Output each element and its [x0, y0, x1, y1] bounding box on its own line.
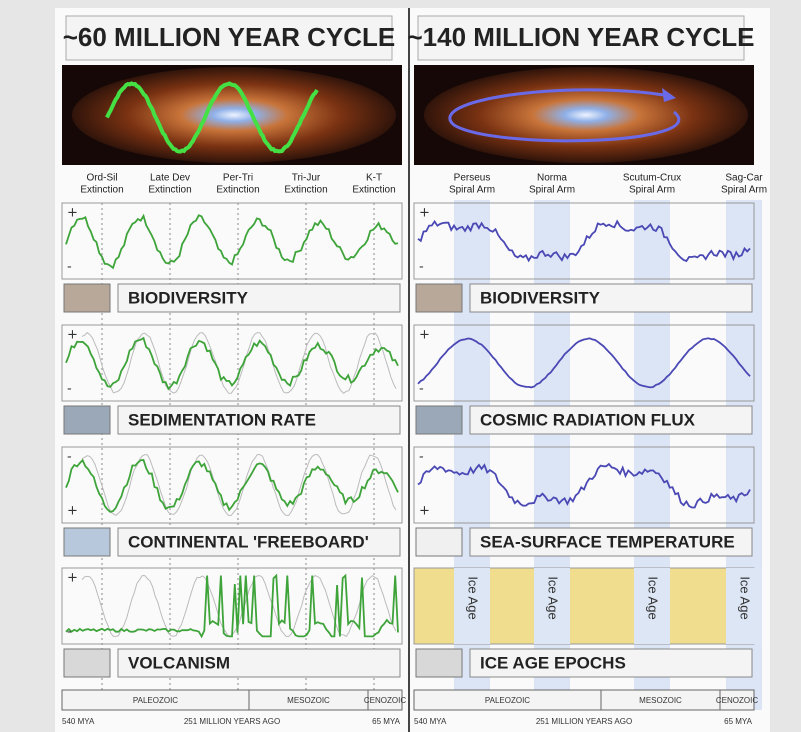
top-label: Tri-Jur	[292, 173, 321, 184]
top-label: Extinction	[352, 185, 395, 196]
icon	[64, 284, 110, 312]
top-label: Perseus	[454, 173, 491, 184]
sign: -	[67, 260, 72, 275]
icon	[64, 649, 110, 677]
top-label: Extinction	[148, 185, 191, 196]
sign: +	[67, 328, 78, 343]
time-label: 251 MILLION YEARS AGO	[184, 717, 280, 726]
icon	[64, 406, 110, 434]
panel-label: SEA-SURFACE TEMPERATURE	[480, 532, 735, 551]
era-bar	[62, 690, 402, 710]
sign: +	[419, 206, 430, 221]
ice-age-label: Ice Age	[466, 576, 481, 619]
era-bar	[414, 690, 754, 710]
top-label: Late Dev	[150, 173, 190, 184]
title: ~60 MILLION YEAR CYCLE	[63, 22, 396, 52]
sign: -	[419, 450, 424, 465]
era-label: CENOZOIC	[364, 696, 406, 705]
ice-age-label: Ice Age	[546, 576, 561, 619]
time-label: 251 MILLION YEARS AGO	[536, 717, 632, 726]
top-label: Spiral Arm	[449, 185, 495, 196]
page: {"columns": [ {"title": "~60 MILLION YEA…	[0, 0, 801, 732]
time-label: 540 MYA	[414, 717, 447, 726]
icon	[416, 284, 462, 312]
sign: -	[67, 450, 72, 465]
infographic: ~60 MILLION YEAR CYCLEOrd-SilExtinctionL…	[0, 0, 801, 732]
sign: -	[419, 260, 424, 275]
title: ~140 MILLION YEAR CYCLE	[408, 22, 755, 52]
era-label: PALEOZOIC	[133, 696, 178, 705]
icon	[416, 406, 462, 434]
panel-label: SEDIMENTATION RATE	[128, 410, 316, 429]
panel-label: VOLCANISM	[128, 653, 230, 672]
sign: +	[67, 571, 78, 586]
sign: +	[419, 504, 430, 519]
sign: +	[67, 504, 78, 519]
icon	[416, 649, 462, 677]
panel-label: ICE AGE EPOCHS	[480, 653, 626, 672]
sign: -	[67, 382, 72, 397]
top-label: Spiral Arm	[529, 185, 575, 196]
ice-age-label: Ice Age	[738, 576, 753, 619]
sign: -	[67, 625, 72, 640]
top-label: Norma	[537, 173, 567, 184]
panel-label: COSMIC RADIATION FLUX	[480, 410, 696, 429]
top-label: Per-Tri	[223, 173, 253, 184]
panel-label: BIODIVERSITY	[480, 288, 601, 307]
time-label: 65 MYA	[724, 717, 753, 726]
galaxy	[72, 67, 396, 163]
ice-age-label: Ice Age	[646, 576, 661, 619]
galaxy	[424, 67, 748, 163]
top-label: K-T	[366, 173, 382, 184]
era-label: PALEOZOIC	[485, 696, 530, 705]
icon	[64, 528, 110, 556]
era-label: CENOZOIC	[716, 696, 758, 705]
panel-label: BIODIVERSITY	[128, 288, 249, 307]
icon	[416, 528, 462, 556]
time-label: 540 MYA	[62, 717, 95, 726]
top-label: Scutum-Crux	[623, 173, 681, 184]
era-label: MESOZOIC	[287, 696, 330, 705]
sign: +	[419, 328, 430, 343]
top-label: Spiral Arm	[629, 185, 675, 196]
top-label: Extinction	[216, 185, 259, 196]
top-label: Extinction	[80, 185, 123, 196]
top-label: Extinction	[284, 185, 327, 196]
era-label: MESOZOIC	[639, 696, 682, 705]
sign: -	[419, 382, 424, 397]
top-label: Ord-Sil	[86, 173, 117, 184]
panel-label: CONTINENTAL 'FREEBOARD'	[128, 532, 369, 551]
top-label: Spiral Arm	[721, 185, 767, 196]
top-label: Sag-Car	[725, 173, 763, 184]
time-label: 65 MYA	[372, 717, 401, 726]
sign: +	[67, 206, 78, 221]
